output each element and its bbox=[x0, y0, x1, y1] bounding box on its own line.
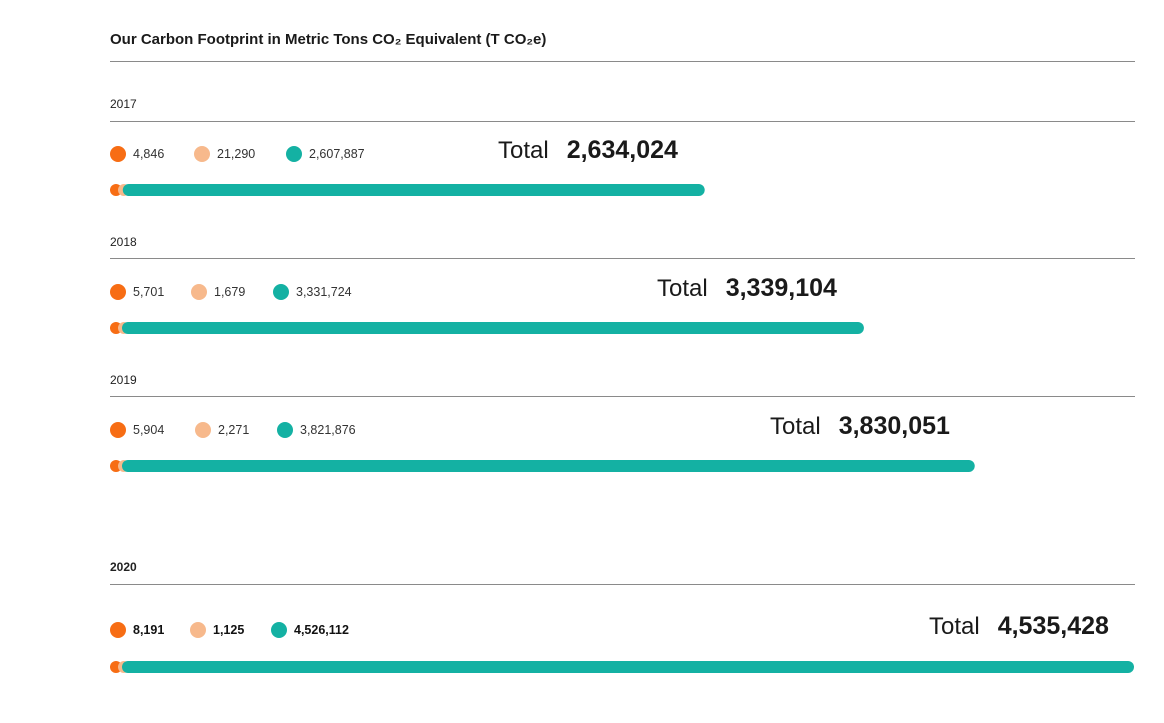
value-label: 1,125 bbox=[213, 623, 245, 637]
value-label: 1,679 bbox=[214, 285, 246, 299]
legend-item-orange-2020: 8,191 bbox=[110, 622, 164, 638]
peach-dot-icon bbox=[190, 622, 206, 638]
value-label: 3,331,724 bbox=[296, 285, 352, 299]
year-rule-2019 bbox=[110, 396, 1135, 397]
peach-dot-icon bbox=[194, 146, 210, 162]
legend-item-orange-2018: 5,701 bbox=[110, 284, 164, 300]
teal-dot-icon bbox=[286, 146, 302, 162]
bar-2019 bbox=[110, 460, 975, 472]
total-label: Total bbox=[498, 137, 549, 164]
value-label: 4,846 bbox=[133, 147, 165, 161]
legend-item-peach-2020: 1,125 bbox=[190, 622, 244, 638]
bar-2018 bbox=[110, 322, 864, 334]
total-label: Total bbox=[929, 613, 980, 640]
total-value: 3,339,104 bbox=[725, 274, 837, 302]
peach-dot-icon bbox=[195, 422, 211, 438]
orange-dot-icon bbox=[110, 422, 126, 438]
legend-item-orange-2019: 5,904 bbox=[110, 422, 164, 438]
teal-dot-icon bbox=[273, 284, 289, 300]
value-label: 5,701 bbox=[133, 285, 165, 299]
value-label: 2,607,887 bbox=[309, 147, 365, 161]
orange-dot-icon bbox=[110, 622, 126, 638]
year-label-2020: 2020 bbox=[110, 560, 137, 574]
chart-title: Our Carbon Footprint in Metric Tons CO₂ … bbox=[110, 31, 547, 48]
bar-segment-teal-2019 bbox=[122, 460, 975, 472]
year-rule-2020 bbox=[110, 584, 1135, 585]
year-label-2018: 2018 bbox=[110, 235, 137, 249]
year-label-2019: 2019 bbox=[110, 373, 137, 387]
value-label: 4,526,112 bbox=[294, 623, 349, 637]
total-2018: Total 3,339,104 bbox=[657, 274, 837, 303]
orange-dot-icon bbox=[110, 284, 126, 300]
legend-item-teal-2019: 3,821,876 bbox=[277, 422, 356, 438]
legend-item-teal-2017: 2,607,887 bbox=[286, 146, 365, 162]
legend-item-teal-2020: 4,526,112 bbox=[271, 622, 349, 638]
total-2019: Total 3,830,051 bbox=[770, 412, 950, 441]
value-label: 8,191 bbox=[133, 623, 165, 637]
year-rule-2018 bbox=[110, 258, 1135, 259]
total-label: Total bbox=[770, 413, 821, 440]
bar-2020 bbox=[110, 661, 1134, 673]
total-2020: Total 4,535,428 bbox=[929, 612, 1109, 641]
legend-item-peach-2017: 21,290 bbox=[194, 146, 255, 162]
bar-segment-teal-2020 bbox=[122, 661, 1134, 673]
value-label: 3,821,876 bbox=[300, 423, 356, 437]
legend-item-peach-2019: 2,271 bbox=[195, 422, 249, 438]
title-rule bbox=[110, 61, 1135, 62]
bar-2017 bbox=[110, 184, 705, 196]
teal-dot-icon bbox=[271, 622, 287, 638]
legend-item-teal-2018: 3,331,724 bbox=[273, 284, 352, 300]
legend-item-peach-2018: 1,679 bbox=[191, 284, 245, 300]
total-value: 2,634,024 bbox=[566, 136, 678, 164]
total-label: Total bbox=[657, 275, 708, 302]
orange-dot-icon bbox=[110, 146, 126, 162]
value-label: 21,290 bbox=[217, 147, 256, 161]
peach-dot-icon bbox=[191, 284, 207, 300]
total-value: 4,535,428 bbox=[997, 612, 1109, 640]
bar-segment-teal-2018 bbox=[122, 322, 864, 334]
legend-item-orange-2017: 4,846 bbox=[110, 146, 164, 162]
bar-segment-teal-2017 bbox=[122, 184, 705, 196]
teal-dot-icon bbox=[277, 422, 293, 438]
year-label-2017: 2017 bbox=[110, 97, 137, 111]
value-label: 5,904 bbox=[133, 423, 165, 437]
year-rule-2017 bbox=[110, 121, 1135, 122]
total-2017: Total 2,634,024 bbox=[498, 136, 678, 165]
total-value: 3,830,051 bbox=[838, 412, 950, 440]
value-label: 2,271 bbox=[218, 423, 250, 437]
